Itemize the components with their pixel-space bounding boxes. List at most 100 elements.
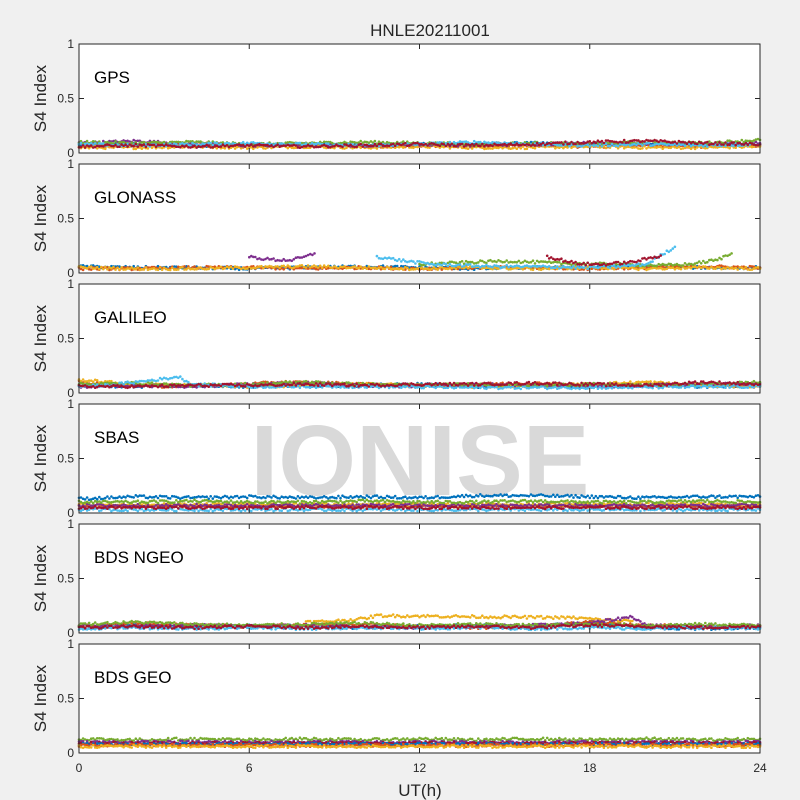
data-point (513, 146, 517, 149)
data-point (311, 253, 314, 257)
data-point (446, 264, 450, 268)
data-point (170, 266, 174, 270)
data-point (438, 146, 442, 149)
data-point (726, 145, 729, 149)
data-point (620, 262, 624, 266)
data-point (661, 145, 664, 148)
data-point (383, 267, 387, 271)
data-point (391, 256, 395, 260)
y-tick-label: 1 (67, 157, 74, 171)
data-point (262, 266, 265, 270)
data-point (400, 260, 403, 263)
data-point (245, 147, 249, 150)
data-point (118, 145, 121, 148)
data-point (600, 145, 604, 148)
data-point (292, 258, 296, 261)
data-point (704, 265, 707, 268)
data-point (351, 146, 354, 150)
data-point (535, 141, 539, 145)
data-point (558, 261, 561, 264)
data-point (412, 260, 415, 263)
data-point (671, 247, 675, 250)
data-point (181, 266, 184, 269)
data-point (87, 146, 91, 150)
data-point (525, 147, 529, 151)
data-point (627, 145, 630, 149)
data-point (499, 145, 502, 149)
data-point (724, 141, 727, 144)
data-point (533, 146, 537, 150)
data-point (560, 141, 563, 144)
data-point (586, 143, 589, 147)
data-point (89, 144, 93, 147)
data-point (677, 145, 681, 149)
data-point (333, 146, 336, 150)
data-point (290, 146, 294, 150)
data-point (120, 266, 123, 269)
data-point (531, 259, 535, 263)
data-point (699, 266, 703, 270)
data-point (624, 145, 628, 149)
data-point (436, 268, 440, 271)
data-point (637, 147, 640, 150)
data-point (716, 258, 719, 262)
data-point (325, 146, 328, 150)
data-point (327, 142, 330, 145)
data-point (509, 147, 512, 150)
data-point (450, 142, 454, 146)
data-point (108, 139, 111, 143)
data-point (730, 252, 733, 255)
plot-area (79, 44, 760, 153)
data-point (639, 259, 642, 263)
data-point (304, 266, 308, 269)
data-point (108, 145, 111, 149)
data-point (515, 147, 519, 150)
data-point (489, 147, 492, 150)
data-point (112, 139, 115, 143)
data-point (365, 267, 369, 271)
data-point (79, 141, 83, 145)
data-point (718, 141, 721, 144)
data-point (349, 143, 352, 146)
y-axis-label: S4 Index (31, 184, 50, 252)
data-point (714, 146, 717, 149)
data-point (712, 146, 715, 149)
data-point (128, 140, 131, 143)
data-point (126, 145, 129, 148)
panel-label: GPS (94, 68, 130, 87)
data-point (685, 142, 689, 145)
data-point (740, 138, 744, 142)
data-point (517, 259, 521, 263)
data-point (604, 146, 608, 150)
data-point (146, 147, 150, 150)
data-point (221, 146, 225, 149)
data-point (448, 262, 452, 266)
data-point (416, 145, 419, 149)
data-point (138, 146, 142, 149)
data-point (475, 142, 478, 146)
data-point (647, 145, 650, 149)
data-point (631, 146, 634, 149)
data-point (112, 265, 115, 269)
data-point (598, 146, 602, 149)
data-point (306, 264, 310, 267)
data-point (477, 261, 480, 264)
data-point (570, 259, 573, 263)
data-point (712, 142, 715, 146)
data-point (375, 147, 379, 150)
data-point (207, 267, 210, 271)
data-point (586, 267, 589, 271)
data-point (450, 145, 454, 149)
data-point (505, 263, 509, 267)
data-point (369, 147, 373, 150)
data-point (659, 254, 662, 257)
data-point (699, 262, 703, 265)
data-point (639, 147, 642, 150)
data-point (675, 142, 679, 145)
data-point (468, 263, 472, 266)
data-point (116, 266, 119, 270)
data-point (144, 266, 148, 269)
data-point (150, 146, 154, 150)
